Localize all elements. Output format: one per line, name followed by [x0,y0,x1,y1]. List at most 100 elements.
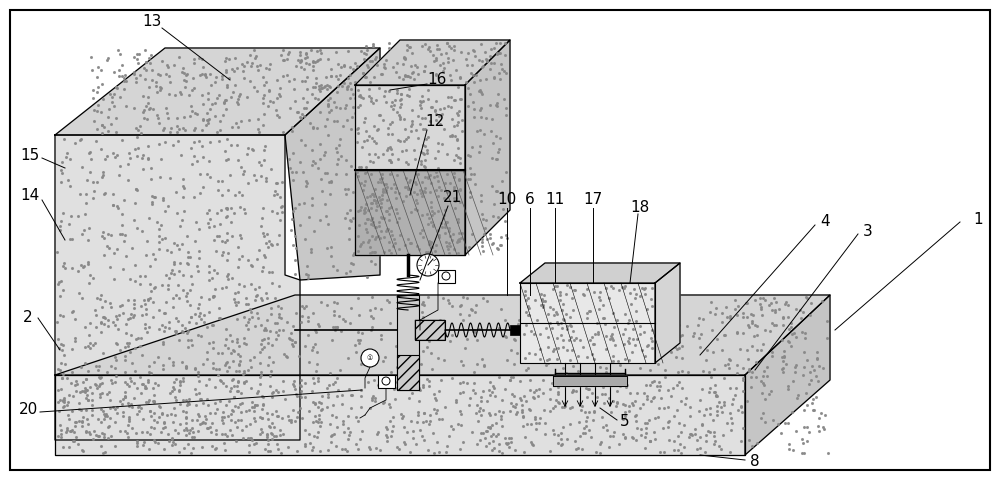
Point [656,312,672,319]
Point [381,400,397,408]
Point [365,222,381,229]
Point [493,305,509,313]
Point [199,424,215,432]
Point [550,390,566,397]
Point [324,431,340,439]
Point [421,420,437,428]
Point [419,332,435,339]
Point [79,415,95,422]
Point [93,373,109,381]
Point [642,437,658,445]
Point [581,385,597,393]
Point [309,58,325,65]
Point [450,215,466,223]
Point [482,424,498,432]
Point [367,395,383,402]
Point [176,114,192,121]
Point [317,122,333,130]
Point [272,216,288,224]
Point [469,127,485,134]
Point [276,349,292,357]
Point [606,428,622,436]
Point [563,323,579,330]
Point [55,312,71,320]
Point [89,108,105,115]
Point [650,413,666,421]
Point [632,330,648,338]
Point [182,427,198,434]
Point [310,429,326,436]
Point [542,407,558,415]
Point [131,402,147,409]
Point [209,94,225,102]
Point [133,335,149,342]
Point [273,51,289,59]
Point [755,372,771,380]
Point [542,346,558,353]
Point [93,328,109,336]
Point [522,307,538,315]
Point [453,301,469,309]
Point [200,90,216,97]
Point [165,141,181,148]
Point [575,343,591,351]
Point [562,356,578,363]
Point [498,333,514,341]
Point [783,323,799,331]
Point [285,149,301,157]
Point [439,170,455,178]
Point [629,336,645,343]
Point [429,407,445,414]
Point [520,302,536,310]
Point [499,440,515,447]
Point [222,387,238,395]
Point [311,411,327,419]
Point [165,419,181,426]
Polygon shape [355,40,510,85]
Point [231,361,247,369]
Point [691,314,707,322]
Point [138,66,154,74]
Point [804,362,820,370]
Point [479,56,495,64]
Point [481,386,497,394]
Point [272,92,288,100]
Point [437,206,453,214]
Point [202,138,218,146]
Point [535,389,551,396]
Point [117,392,133,399]
Point [494,449,510,456]
Point [157,423,173,431]
Point [253,425,269,433]
Point [207,445,223,453]
Bar [438,270,455,283]
Point [528,425,544,433]
Point [359,193,375,201]
Point [259,316,275,324]
Point [564,346,580,354]
Point [572,336,588,343]
Point [738,299,754,306]
Point [417,164,433,171]
Point [339,447,355,455]
Point [563,314,579,322]
Point [358,163,374,171]
Point [708,391,724,398]
Point [310,403,326,411]
Point [371,112,387,120]
Point [134,428,150,435]
Point [592,364,608,372]
Point [300,331,316,338]
Point [111,66,127,73]
Point [460,102,476,109]
Point [176,207,192,215]
Point [320,101,336,109]
Point [166,270,182,277]
Point [415,97,431,105]
Point [370,232,386,240]
Point [638,381,654,389]
Point [464,143,480,151]
Point [616,284,632,292]
Point [339,209,355,217]
Point [716,401,732,408]
